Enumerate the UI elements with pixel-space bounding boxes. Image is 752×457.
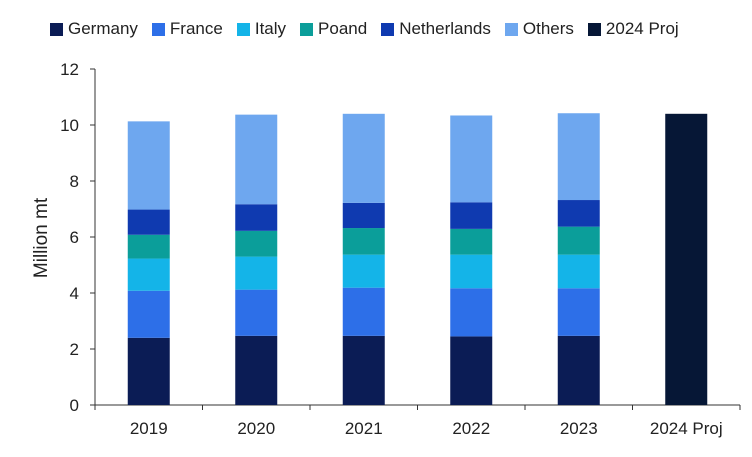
- x-tick-label: 2024 Proj: [650, 419, 723, 438]
- axes: 0 2 4 6 8 10 12 2019 2020 2021 2022 2023 2024 Proj: [60, 60, 741, 438]
- legend-swatch: [236, 22, 250, 36]
- y-tick-label: 6: [70, 228, 79, 247]
- legend-label: Germany: [68, 19, 138, 38]
- bar-segment: [342, 254, 385, 288]
- bar-segment: [557, 200, 600, 227]
- y-tick-label: 10: [60, 116, 79, 135]
- bar-segment: [450, 115, 493, 203]
- bar-segment: [342, 335, 385, 405]
- chart-legend: Germany France Italy Poand Netherlands Others…: [50, 16, 693, 42]
- bar-segment: [450, 288, 493, 337]
- x-tick-label: 2019: [130, 419, 168, 438]
- bar-segment: [342, 228, 385, 255]
- legend-label: France: [169, 19, 223, 38]
- legend-item: Netherlands: [381, 19, 491, 39]
- bar-segment: [127, 337, 170, 405]
- bar-segment: [235, 335, 278, 405]
- x-tick-label: 2020: [237, 419, 275, 438]
- y-tick-label: 0: [70, 396, 79, 415]
- y-tick-label: 4: [70, 284, 79, 303]
- legend-item: Italy: [236, 19, 287, 39]
- bar-segment: [127, 258, 170, 291]
- legend-label: Italy: [254, 19, 287, 38]
- x-tick-label: 2023: [560, 419, 598, 438]
- bar-segment: [557, 335, 600, 405]
- legend-item: Others: [504, 19, 574, 39]
- bar-segment: [450, 336, 493, 405]
- legend-swatch: [50, 22, 63, 36]
- legend-swatch: [151, 22, 165, 36]
- legend-item: Poand: [300, 19, 367, 39]
- bar-segment: [235, 114, 278, 205]
- legend-label: 2024 Proj: [605, 19, 679, 38]
- y-axis-label: Million mt: [31, 197, 52, 278]
- legend-item: Germany: [50, 19, 138, 39]
- bar-segment: [557, 254, 600, 289]
- bar-segment: [235, 256, 278, 290]
- legend-swatch: [300, 22, 314, 36]
- legend-swatch: [587, 22, 601, 36]
- bar-segment: [127, 209, 170, 235]
- bars: [127, 113, 708, 406]
- bar-segment: [450, 202, 493, 229]
- legend-label: Others: [522, 19, 574, 38]
- bar-segment: [235, 230, 278, 257]
- y-tick-label: 2: [70, 340, 79, 359]
- bar-segment: [557, 288, 600, 336]
- bar-segment: [557, 226, 600, 255]
- legend-swatch: [504, 22, 518, 36]
- bar-segment: [127, 290, 170, 338]
- y-tick-label: 8: [70, 172, 79, 191]
- bar-segment: [235, 204, 278, 231]
- bar-segment: [342, 113, 385, 203]
- legend-item: 2024 Proj: [587, 19, 679, 39]
- bar-segment: [127, 121, 170, 210]
- bar-segment: [235, 289, 278, 336]
- legend-item: France: [151, 19, 223, 39]
- bar-segment: [342, 287, 385, 336]
- bar-segment: [450, 228, 493, 255]
- legend-swatch: [381, 22, 395, 36]
- legend-label: Poand: [318, 19, 368, 38]
- x-tick-label: 2021: [345, 419, 383, 438]
- bar-segment: [557, 113, 600, 201]
- bar-segment: [665, 113, 708, 406]
- x-tick-label: 2022: [452, 419, 490, 438]
- legend-label: Netherlands: [399, 19, 491, 38]
- bar-segment: [450, 254, 493, 289]
- y-tick-label: 12: [60, 60, 79, 79]
- bar-segment: [342, 202, 385, 229]
- bar-segment: [127, 234, 170, 259]
